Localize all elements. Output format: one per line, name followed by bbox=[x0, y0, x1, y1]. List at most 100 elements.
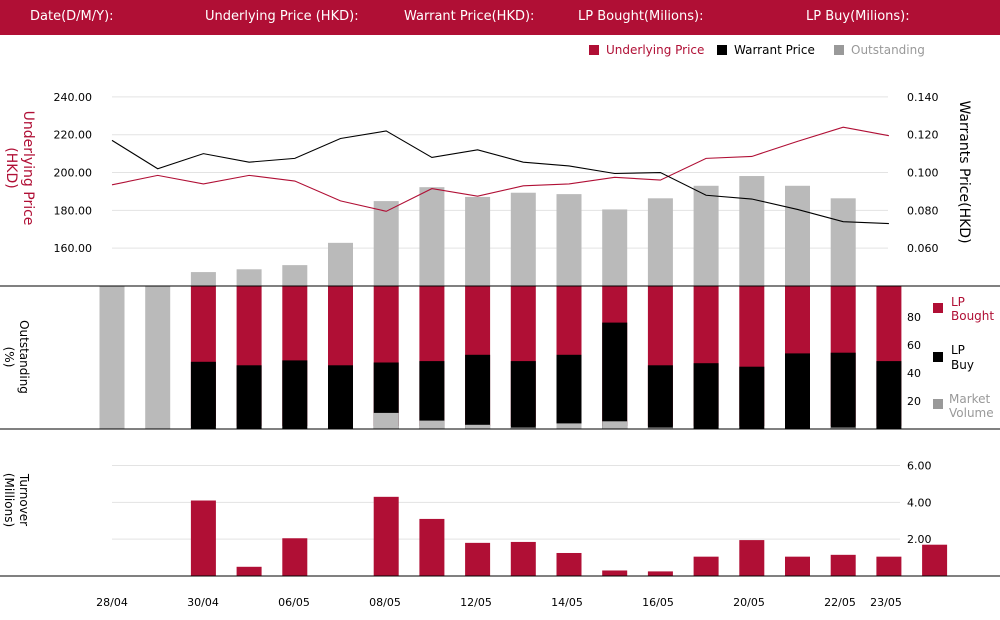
left-axis-tick: 220.00 bbox=[54, 129, 93, 142]
turnover-bar bbox=[876, 556, 902, 576]
turnover-bar bbox=[282, 538, 308, 576]
lp-buy-bar bbox=[190, 361, 216, 429]
x-axis-tick-label: 22/05 bbox=[824, 596, 856, 609]
lp-buy-bar bbox=[876, 361, 902, 429]
market-volume-bar bbox=[602, 421, 628, 429]
underlying-price-line bbox=[111, 126, 890, 212]
outstanding-bar bbox=[785, 185, 810, 286]
right-axis-tick: 0.060 bbox=[907, 242, 939, 255]
market-volume-bar bbox=[556, 423, 582, 429]
turnover-bar bbox=[602, 570, 628, 576]
outstanding-bar bbox=[510, 192, 536, 286]
x-axis-tick-label: 28/04 bbox=[96, 596, 128, 609]
outstanding-bar bbox=[465, 196, 491, 286]
left-axis-tick: 180.00 bbox=[54, 204, 93, 217]
x-axis-tick-label: 23/05 bbox=[870, 596, 902, 609]
x-axis-tick-label: 06/05 bbox=[278, 596, 310, 609]
price-lines bbox=[111, 126, 890, 225]
legend-underlying-swatch bbox=[589, 45, 599, 55]
legend-lp-buy-line2: Buy bbox=[951, 358, 974, 372]
outstanding-bar bbox=[693, 185, 719, 286]
lp-buy-bar bbox=[739, 366, 765, 429]
outstanding-bar bbox=[328, 242, 353, 286]
turnover-bar bbox=[556, 552, 582, 576]
turnover-bar bbox=[465, 542, 491, 576]
header-lp-bought-label: LP Bought(Milions): bbox=[578, 9, 704, 24]
x-axis-tick-label: 30/04 bbox=[187, 596, 219, 609]
legend-lp-buy-line1: LP bbox=[951, 343, 965, 357]
turnover-bar bbox=[830, 554, 856, 576]
warrant-price-line bbox=[111, 130, 889, 225]
lp-buy-bar bbox=[510, 361, 536, 429]
legend-lp-bought-line1: LP bbox=[951, 295, 965, 309]
outstanding-bar-full bbox=[99, 286, 125, 429]
lp-buy-bar bbox=[282, 360, 308, 429]
lp-buy-bar bbox=[419, 361, 445, 429]
legend-market-volume-line1: Market bbox=[949, 392, 991, 406]
outstanding-bar bbox=[282, 265, 308, 286]
market-volume-bar bbox=[419, 420, 445, 429]
x-axis-tick-label: 12/05 bbox=[460, 596, 492, 609]
axis-ticks: 160.00 180.00 200.00 220.00 240.00 0.060 0.080… bbox=[54, 91, 939, 546]
outstanding-bar-full bbox=[145, 286, 171, 429]
turnover-axis-title: Turnover (Millions) bbox=[2, 473, 31, 527]
outstanding-axis-tick: 80 bbox=[907, 311, 921, 324]
market-volume-bar bbox=[830, 427, 856, 429]
lp-buy-bar bbox=[602, 322, 628, 429]
legend-warrant-swatch bbox=[717, 45, 727, 55]
turnover-bar bbox=[190, 500, 216, 576]
legend-outstanding-label: Outstanding bbox=[851, 43, 925, 57]
turnover-bar bbox=[785, 556, 810, 576]
legend-market-volume-swatch bbox=[933, 399, 943, 409]
left-axis-title: Underlying Price (HKD) bbox=[3, 111, 36, 226]
right-axis-title: Warrants Price(HKD) bbox=[956, 100, 972, 243]
legend-lp-bought-line2: Bought bbox=[951, 309, 994, 323]
lp-buy-bar bbox=[693, 363, 719, 429]
legend-outstanding-swatch bbox=[834, 45, 844, 55]
outstanding-bar bbox=[419, 187, 445, 286]
header-lp-buy-label: LP Buy(Milions): bbox=[806, 9, 910, 24]
lp-buy-bar bbox=[647, 365, 673, 429]
lp-buy-bar bbox=[328, 365, 353, 429]
right-axis-tick: 0.140 bbox=[907, 91, 939, 104]
turnover-axis-title-line1: Turnover bbox=[17, 473, 31, 526]
lp-buy-bar bbox=[556, 354, 582, 429]
market-volume-bar bbox=[465, 424, 491, 429]
outstanding-bars bbox=[99, 176, 902, 429]
market-volume-bar bbox=[647, 427, 673, 429]
turnover-axis-tick: 2.00 bbox=[907, 533, 932, 546]
legend-warrant-label: Warrant Price bbox=[734, 43, 815, 57]
left-axis-tick: 240.00 bbox=[54, 91, 93, 104]
data-header-bar: Date(D/M/Y): Underlying Price (HKD): War… bbox=[0, 0, 1000, 35]
outstanding-bar bbox=[602, 209, 628, 286]
market-volume-bar bbox=[510, 427, 536, 429]
outstanding-bar bbox=[236, 269, 262, 286]
outstanding-axis-tick: 60 bbox=[907, 339, 921, 352]
header-warrant-price-label: Warrant Price(HKD): bbox=[404, 9, 535, 24]
lp-buy-bar bbox=[830, 352, 856, 429]
legend-lp-bought-swatch bbox=[933, 303, 943, 313]
legend-lp-buy-swatch bbox=[933, 352, 943, 362]
outstanding-bar bbox=[373, 201, 399, 286]
outstanding-bar bbox=[739, 176, 765, 286]
outstanding-axis-tick: 40 bbox=[907, 367, 921, 380]
left-axis-tick: 160.00 bbox=[54, 242, 93, 255]
outstanding-bar bbox=[830, 198, 856, 286]
x-axis-tick-label: 20/05 bbox=[733, 596, 765, 609]
left-axis-tick: 200.00 bbox=[54, 167, 93, 180]
turnover-bar bbox=[510, 541, 536, 576]
turnover-bar bbox=[922, 544, 948, 576]
turnover-bar bbox=[693, 556, 719, 576]
turnover-bar bbox=[647, 571, 673, 576]
outstanding-axis-title: Outstanding (%) bbox=[2, 320, 31, 394]
turnover-axis-title-line2: (Millions) bbox=[2, 473, 16, 527]
right-axis-tick: 0.100 bbox=[907, 167, 939, 180]
market-volume-bar bbox=[373, 412, 399, 429]
turnover-axis-tick: 4.00 bbox=[907, 496, 932, 509]
turnover-bar bbox=[739, 540, 765, 576]
x-axis-labels: 28/04 30/04 06/05 08/05 12/05 14/05 16/05 20/05… bbox=[96, 596, 902, 609]
header-underlying-price-label: Underlying Price (HKD): bbox=[205, 9, 359, 24]
outstanding-axis-tick: 20 bbox=[907, 395, 921, 408]
lp-buy-bar bbox=[785, 353, 810, 429]
outstanding-bar bbox=[556, 194, 582, 286]
